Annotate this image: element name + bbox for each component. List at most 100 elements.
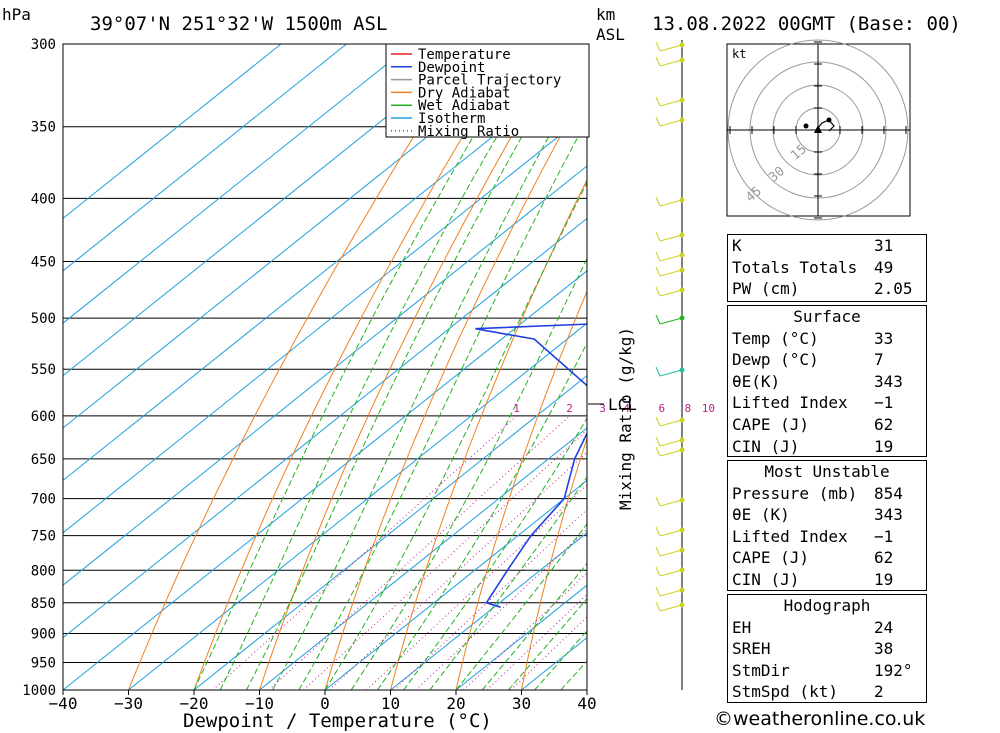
index-value: 33 xyxy=(874,328,894,348)
mixing-ratio-line xyxy=(303,429,587,690)
mixing-ratio-label: 6 xyxy=(658,402,665,415)
index-label: StmDir xyxy=(732,660,790,680)
index-value: 343 xyxy=(874,371,903,391)
index-value: 192° xyxy=(874,660,913,680)
y-tick-label: 450 xyxy=(31,255,56,271)
dry-adiabat-line xyxy=(390,178,587,690)
y-tick-label: 900 xyxy=(31,626,56,642)
wind-barb-flag xyxy=(655,496,661,507)
isotherm-line xyxy=(63,44,478,377)
lcl-label: LCL xyxy=(608,395,637,414)
wet-adiabat-line xyxy=(324,181,587,690)
wind-barb xyxy=(659,254,683,262)
mixing-ratio-label: 10 xyxy=(702,402,715,415)
wet-adiabat-line xyxy=(298,119,587,690)
km-unit-label: km xyxy=(596,5,615,24)
wind-barb-flag xyxy=(655,286,661,297)
mixing-ratio-label: 3 xyxy=(599,402,606,415)
mixing-ratio-axis-title: Mixing Ratio (g/kg) xyxy=(616,327,635,510)
storm-motion-marker xyxy=(814,125,822,133)
x-tick-label: 20 xyxy=(446,694,465,713)
wind-barb-flag xyxy=(655,251,661,262)
wind-barb xyxy=(659,529,683,537)
y-tick-label: 350 xyxy=(31,120,56,136)
index-value: 62 xyxy=(874,548,894,568)
wind-barb xyxy=(659,419,683,427)
wind-barb xyxy=(659,317,683,325)
index-label: θE(K) xyxy=(732,371,781,391)
wind-barb xyxy=(659,234,683,242)
wet-adiabat-line xyxy=(272,67,587,690)
x-axis-title: Dewpoint / Temperature (°C) xyxy=(183,710,492,732)
hodograph-point xyxy=(803,123,809,129)
dry-adiabat-line xyxy=(324,86,587,690)
index-row-thetae: θE (K) 343 xyxy=(728,504,926,526)
wind-barb xyxy=(659,499,683,507)
credit-link[interactable]: ©weatheronline.co.uk xyxy=(714,708,926,730)
wind-barb-flag xyxy=(655,566,661,577)
wind-barb xyxy=(659,199,683,207)
isotherm-line xyxy=(63,112,587,534)
wind-barb xyxy=(659,269,683,277)
isotherm-line xyxy=(128,322,587,690)
x-tick-label: −30 xyxy=(114,694,143,713)
index-value: −1 xyxy=(874,526,894,546)
index-value: 24 xyxy=(874,617,894,637)
wet-adiabat-line xyxy=(455,523,587,690)
wind-profile xyxy=(655,40,685,690)
index-label: Totals Totals xyxy=(732,257,858,277)
index-label: EH xyxy=(732,617,752,637)
mixing-ratio-line xyxy=(415,528,587,690)
wind-barb xyxy=(659,604,683,612)
wind-barb-flag xyxy=(655,96,661,107)
mixing-ratio-label: 8 xyxy=(684,402,691,415)
isotherm-line xyxy=(63,60,587,482)
index-row-stmspd: StmSpd (kt) 2 xyxy=(728,681,926,703)
index-label: Temp (°C) xyxy=(732,328,819,348)
wind-barb-flag xyxy=(655,586,661,597)
surface-indices-box: Surface Temp (°C) 33 Dewp (°C) 7 θE(K) 343 … xyxy=(727,305,927,457)
index-value: 31 xyxy=(874,236,894,255)
wind-barb-flag xyxy=(655,41,661,52)
index-row-cin: CIN (J) 19 xyxy=(728,569,926,591)
index-value: 2 xyxy=(874,682,884,702)
dry-adiabat-line xyxy=(521,436,587,690)
index-row-lifted: Lifted Index −1 xyxy=(728,392,926,414)
legend-label: Isotherm xyxy=(418,111,485,127)
isotherm-line xyxy=(63,44,347,272)
x-tick-label: −20 xyxy=(180,694,209,713)
index-value: 19 xyxy=(874,436,894,456)
mixing-ratio-line xyxy=(328,451,587,690)
wind-barb xyxy=(659,569,683,577)
y-tick-label: 800 xyxy=(31,563,56,579)
wind-barb xyxy=(659,99,683,107)
dry-adiabat-line xyxy=(193,44,520,690)
series-line-dewpoint xyxy=(475,323,587,608)
hpa-unit-label: hPa xyxy=(2,5,31,24)
general-indices-box: K 31 Totals Totals 49 PW (cm) 2.05 xyxy=(727,234,927,302)
legend-label: Dry Adiabat xyxy=(418,85,511,101)
wind-barb xyxy=(659,59,683,67)
isotherm-line xyxy=(63,44,282,220)
wet-adiabat-line xyxy=(429,476,587,690)
index-row-pw: PW (cm) 2.05 xyxy=(728,278,926,300)
chart-axes: 3003504004505005506006507007508008509009… xyxy=(22,37,596,713)
index-row-dewp: Dewp (°C) 7 xyxy=(728,349,926,371)
isotherm-line xyxy=(63,44,413,324)
index-value: 343 xyxy=(874,505,903,525)
index-label: CIN (J) xyxy=(732,569,800,589)
surface-title: Surface xyxy=(793,307,861,326)
wind-barb xyxy=(659,44,683,52)
index-row-k: K 31 xyxy=(728,235,926,257)
index-row-cape: CAPE (J) 62 xyxy=(728,414,926,436)
x-tick-label: 0 xyxy=(320,694,330,713)
x-tick-label: 30 xyxy=(512,694,531,713)
wet-adiabat-line xyxy=(481,562,587,690)
y-tick-label: 700 xyxy=(31,492,56,508)
mixing-ratio-label: 1 xyxy=(513,402,520,415)
index-value: 38 xyxy=(874,639,894,659)
wind-barb xyxy=(659,119,683,127)
index-label: Pressure (mb) xyxy=(732,483,858,503)
index-row-lifted: Lifted Index −1 xyxy=(728,526,926,548)
